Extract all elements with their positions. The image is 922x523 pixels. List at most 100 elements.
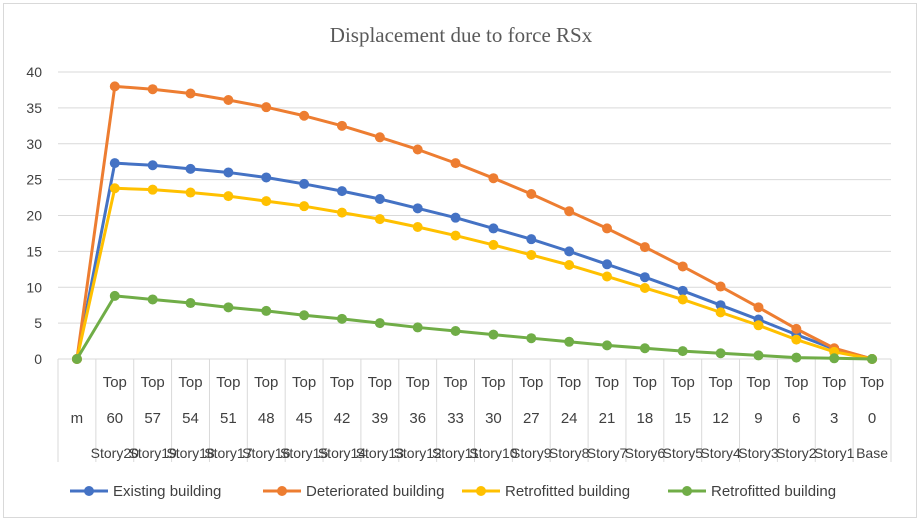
x-category-top: Top [519, 374, 543, 391]
x-category-bottom: Base [856, 445, 888, 461]
x-category-bottom: Story7 [587, 445, 628, 461]
data-point [336, 313, 347, 324]
data-point [223, 167, 234, 178]
data-point [261, 305, 272, 316]
data-point [185, 88, 196, 99]
x-category-mid: 30 [485, 410, 502, 427]
x-category-mid: 48 [258, 410, 275, 427]
x-category-bottom: Story1 [814, 445, 855, 461]
data-point [867, 354, 878, 364]
legend-label: Existing building [113, 483, 221, 500]
gridlines [58, 71, 891, 324]
data-point [412, 221, 423, 232]
x-category-top: Top [103, 374, 127, 391]
data-point [261, 102, 272, 113]
data-point [261, 172, 272, 183]
y-tick-label: 0 [34, 351, 42, 367]
data-point [450, 230, 461, 241]
x-category-top: Top [443, 374, 467, 391]
data-point [261, 196, 272, 207]
x-category-mid: 51 [220, 410, 237, 427]
x-category-mid: 9 [754, 410, 762, 427]
x-category-bottom: Story18 [166, 445, 214, 461]
data-point [450, 212, 461, 223]
data-point [336, 120, 347, 131]
data-point [299, 110, 310, 121]
data-point [374, 132, 385, 143]
data-point [526, 234, 537, 245]
data-point [753, 350, 764, 361]
x-category-bottom: Story10 [469, 445, 517, 461]
x-category-bottom: Story14 [318, 445, 366, 461]
data-point [564, 246, 575, 257]
x-category-top: Top [709, 374, 733, 391]
x-category-bottom: Story3 [738, 445, 779, 461]
x-category-bottom: Story12 [394, 445, 442, 461]
x-category-bottom: Story17 [204, 445, 252, 461]
y-axis-ticks: 0 5 10 15 20 25 30 35 40 [26, 64, 42, 367]
data-point [677, 346, 688, 357]
data-point [488, 239, 499, 250]
x-category-bottom: Story19 [129, 445, 177, 461]
data-point [185, 298, 196, 309]
y-tick-label: 20 [26, 208, 42, 224]
data-point [223, 302, 234, 313]
x-category-mid: 3 [830, 410, 838, 427]
data-point [564, 206, 575, 217]
data-point [488, 173, 499, 184]
data-point [791, 334, 802, 345]
legend-label: Deteriorated building [306, 483, 444, 500]
legend-marker [277, 486, 287, 496]
data-point [715, 307, 726, 318]
data-point [677, 294, 688, 305]
data-point [71, 354, 82, 364]
series-line [75, 161, 873, 361]
data-point [677, 285, 688, 296]
data-point [185, 163, 196, 174]
data-point [488, 223, 499, 234]
data-point [450, 158, 461, 169]
x-category-mid: 27 [523, 410, 540, 427]
legend: Existing building Deteriorated building Re… [70, 483, 836, 500]
x-category-mid: 24 [561, 410, 578, 427]
data-point [109, 81, 120, 92]
x-category-bottom: Story13 [356, 445, 404, 461]
x-category-mid: 21 [599, 410, 616, 427]
data-point [753, 302, 764, 313]
series-line [75, 186, 873, 361]
data-point [299, 178, 310, 189]
chart-title: Displacement due to force RSx [330, 23, 593, 47]
x-category-mid: 54 [182, 410, 199, 427]
x-axis-categories: mTop60Story20Top57Story19Top54Story18Top… [71, 374, 889, 461]
data-point [602, 223, 613, 234]
x-category-mid: 0 [868, 410, 876, 427]
data-point [412, 144, 423, 155]
data-point [412, 203, 423, 214]
data-point [602, 259, 613, 270]
x-category-mid: 39 [371, 410, 388, 427]
legend-label: Retrofitted building [505, 483, 630, 500]
x-category-top: Top [595, 374, 619, 391]
x-category-bottom: Story5 [663, 445, 704, 461]
x-category-bottom: Story9 [511, 445, 552, 461]
x-category-bottom: Story15 [280, 445, 328, 461]
legend-marker [682, 486, 692, 496]
data-point [185, 187, 196, 198]
x-category-bottom: Story11 [432, 445, 479, 461]
x-category-top: Top [406, 374, 430, 391]
data-point [564, 260, 575, 271]
x-category-bottom: Story2 [776, 445, 817, 461]
data-point [791, 323, 802, 334]
data-point [450, 326, 461, 337]
data-point [109, 183, 120, 194]
x-category-mid: 18 [637, 410, 654, 427]
data-point [374, 193, 385, 204]
data-point [223, 94, 234, 105]
data-point [602, 271, 613, 282]
data-point [109, 290, 120, 301]
y-tick-label: 40 [26, 64, 42, 80]
data-point [109, 158, 120, 169]
data-point [299, 201, 310, 212]
x-category-top: Top [292, 374, 316, 391]
x-category-top: Top [822, 374, 846, 391]
